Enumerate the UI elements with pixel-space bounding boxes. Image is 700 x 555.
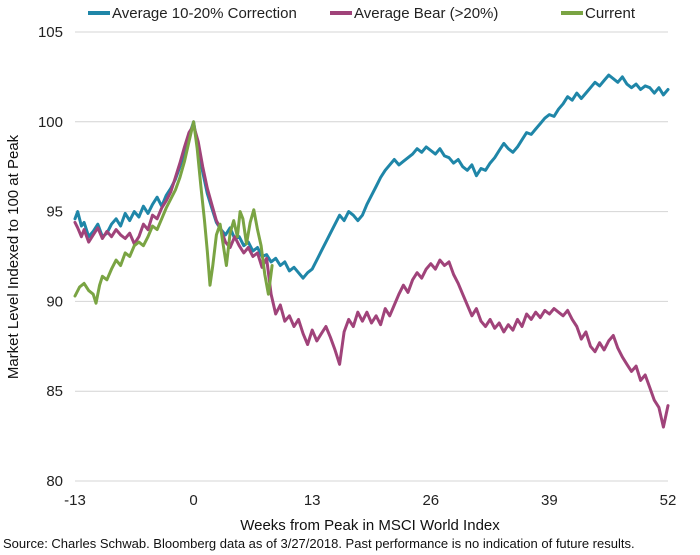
series-line-average-10-20-correction bbox=[73, 73, 670, 280]
x-tick-label: 52 bbox=[660, 492, 677, 509]
y-axis-title: Market Level Indexed to 100 at Peak bbox=[5, 134, 22, 379]
x-tick-label: 13 bbox=[304, 492, 321, 509]
legend-label-current: Current bbox=[585, 5, 636, 22]
y-tick-label: 105 bbox=[38, 24, 63, 41]
series-line-average-bear-20 bbox=[73, 123, 670, 429]
legend-label-average-bear-20: Average Bear (>20%) bbox=[354, 5, 498, 22]
x-axis: -13 0 13 26 39 52 bbox=[64, 492, 676, 509]
legend: Average 10-20% Correction Average Bear (>… bbox=[88, 5, 636, 22]
series-layer bbox=[73, 73, 670, 429]
gridlines bbox=[75, 31, 668, 482]
x-tick-label: 26 bbox=[422, 492, 439, 509]
y-tick-label: 80 bbox=[46, 473, 63, 490]
source-note: Source: Charles Schwab. Bloomberg data a… bbox=[3, 536, 635, 551]
series-line-current bbox=[73, 120, 274, 305]
y-tick-label: 100 bbox=[38, 114, 63, 131]
x-tick-label: 39 bbox=[541, 492, 558, 509]
y-tick-label: 90 bbox=[46, 293, 63, 310]
y-tick-label: 85 bbox=[46, 383, 63, 400]
legend-label-average-10-20-correction: Average 10-20% Correction bbox=[112, 5, 297, 22]
x-axis-title: Weeks from Peak in MSCI World Index bbox=[240, 517, 500, 534]
x-tick-label: -13 bbox=[64, 492, 86, 509]
y-tick-label: 95 bbox=[46, 204, 63, 221]
y-axis: 80 85 90 95 100 105 bbox=[38, 24, 63, 490]
x-tick-label: 0 bbox=[189, 492, 197, 509]
